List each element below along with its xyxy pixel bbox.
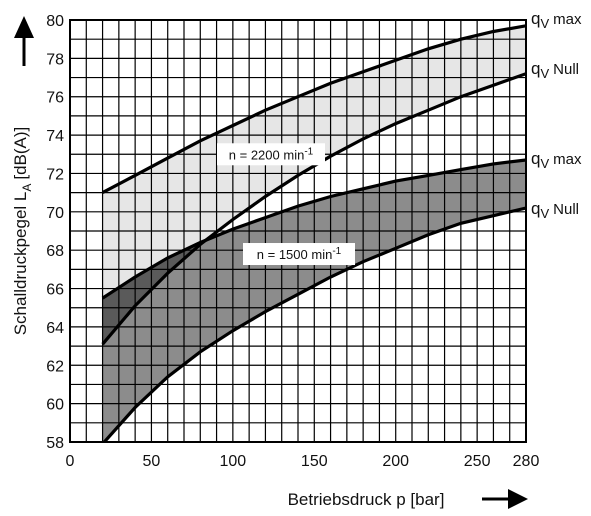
x-tick-label: 50 — [143, 453, 161, 470]
y-tick-label: 80 — [46, 13, 64, 30]
y-axis-title: Schalldruckpegel LA [dB(A)] — [11, 127, 34, 336]
curves — [101, 24, 526, 442]
x-tick-label: 100 — [220, 453, 247, 470]
x-axis-title: Betriebsdruck p [bar] — [288, 490, 445, 509]
speed-label: n = 1500 min-1 — [257, 246, 342, 262]
curve-n2200-qv-null — [101, 72, 526, 346]
tick-labels: 0 50 100 150 200 250 280 58 60 62 64 66 68 70 72 74 76 78… — [46, 13, 539, 470]
x-tick-label: 250 — [464, 453, 491, 470]
x-tick-label: 200 — [382, 453, 409, 470]
x-tick-label: 0 — [66, 453, 75, 470]
y-tick-label: 64 — [46, 320, 64, 337]
y-axis-title-subscript: A — [20, 184, 34, 192]
speed-label: n = 2200 min-1 — [229, 146, 314, 162]
y-tick-label: 70 — [46, 205, 64, 222]
y-axis-title-unit: [dB(A)] — [11, 127, 30, 180]
y-tick-label: 66 — [46, 282, 64, 299]
band-fill-n2200 — [102, 25, 526, 345]
y-tick-label: 74 — [46, 128, 64, 145]
y-tick-label: 68 — [46, 243, 64, 260]
curve-end-label: qV Null — [531, 199, 579, 221]
y-tick-label: 78 — [46, 51, 64, 68]
x-tick-label: 150 — [301, 453, 328, 470]
curve-n1500-qv-max — [101, 158, 526, 300]
y-axis-title-main: Schalldruckpegel L — [11, 192, 30, 336]
curve-end-label: qV max — [531, 9, 582, 31]
x-axis-arrow-icon — [482, 489, 528, 509]
curve-n2200-qv-max — [101, 24, 526, 195]
y-tick-label: 62 — [46, 358, 64, 375]
speed-label-box — [217, 143, 325, 166]
x-tick-label: 280 — [513, 453, 540, 470]
grid — [69, 19, 527, 443]
curve-end-label: qV Null — [531, 59, 579, 81]
curve-labels: qV max qV Null qV max qV Null n = 2200 min-1 n = … — [217, 9, 582, 266]
y-tick-label: 76 — [46, 90, 64, 107]
curve-end-label: qV max — [531, 149, 582, 171]
y-tick-label: 58 — [46, 435, 64, 452]
curve-n1500-qv-null — [102, 206, 526, 442]
y-axis-arrow-icon — [14, 16, 34, 66]
speed-label-box — [243, 243, 355, 266]
y-tick-label: 60 — [46, 397, 64, 414]
plot-frame — [69, 19, 527, 443]
y-tick-label: 72 — [46, 166, 64, 183]
